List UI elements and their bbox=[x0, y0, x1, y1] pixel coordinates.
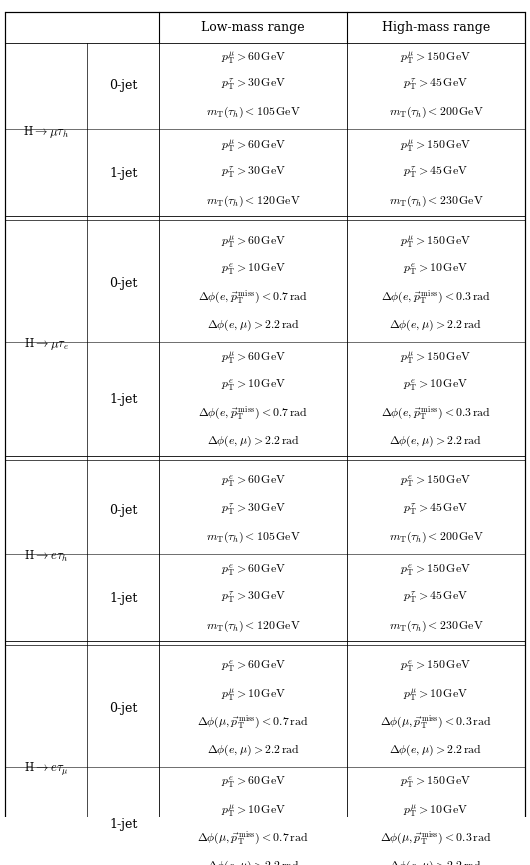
Text: $p_{\mathrm{T}}^{\tau} > 45\,\mathrm{GeV}$: $p_{\mathrm{T}}^{\tau} > 45\,\mathrm{GeV… bbox=[403, 502, 469, 518]
Text: $m_{\mathrm{T}}(\tau_h) < 120\,\mathrm{GeV}$: $m_{\mathrm{T}}(\tau_h) < 120\,\mathrm{G… bbox=[206, 194, 301, 208]
Text: High-mass range: High-mass range bbox=[382, 22, 490, 35]
Text: $p_{\mathrm{T}}^{\tau} > 30\,\mathrm{GeV}$: $p_{\mathrm{T}}^{\tau} > 30\,\mathrm{GeV… bbox=[220, 502, 286, 518]
Text: 1-jet: 1-jet bbox=[109, 167, 137, 180]
Text: $p_{\mathrm{T}}^{e} > 150\,\mathrm{GeV}$: $p_{\mathrm{T}}^{e} > 150\,\mathrm{GeV}$ bbox=[401, 474, 471, 490]
Text: $p_{\mathrm{T}}^{\mu} > 10\,\mathrm{GeV}$: $p_{\mathrm{T}}^{\mu} > 10\,\mathrm{GeV}… bbox=[403, 687, 469, 703]
Text: $\Delta\phi(e, \mu) > 2.2\,\mathrm{rad}$: $\Delta\phi(e, \mu) > 2.2\,\mathrm{rad}$ bbox=[207, 859, 299, 865]
Text: $m_{\mathrm{T}}(\tau_h) < 230\,\mathrm{GeV}$: $m_{\mathrm{T}}(\tau_h) < 230\,\mathrm{G… bbox=[388, 618, 483, 634]
Text: $\Delta\phi(\mu, \vec{p}_{\mathrm{T}}^{\,\mathrm{miss}}) < 0.3\,\mathrm{rad}$: $\Delta\phi(\mu, \vec{p}_{\mathrm{T}}^{\… bbox=[380, 830, 492, 847]
Text: 1-jet: 1-jet bbox=[109, 818, 137, 831]
Text: $\Delta\phi(e, \vec{p}_{\mathrm{T}}^{\,\mathrm{miss}}) < 0.3\,\mathrm{rad}$: $\Delta\phi(e, \vec{p}_{\mathrm{T}}^{\,\… bbox=[381, 405, 491, 422]
Text: $p_{\mathrm{T}}^{\mu} > 60\,\mathrm{GeV}$: $p_{\mathrm{T}}^{\mu} > 60\,\mathrm{GeV}… bbox=[220, 234, 286, 250]
Text: $m_{\mathrm{T}}(\tau_h) < 200\,\mathrm{GeV}$: $m_{\mathrm{T}}(\tau_h) < 200\,\mathrm{G… bbox=[388, 106, 483, 120]
Text: $p_{\mathrm{T}}^{\mu} > 60\,\mathrm{GeV}$: $p_{\mathrm{T}}^{\mu} > 60\,\mathrm{GeV}… bbox=[220, 49, 286, 66]
Text: 0-jet: 0-jet bbox=[109, 79, 137, 92]
Text: $p_{\mathrm{T}}^{\tau} > 45\,\mathrm{GeV}$: $p_{\mathrm{T}}^{\tau} > 45\,\mathrm{GeV… bbox=[403, 590, 469, 606]
Text: $m_{\mathrm{T}}(\tau_h) < 230\,\mathrm{GeV}$: $m_{\mathrm{T}}(\tau_h) < 230\,\mathrm{G… bbox=[388, 194, 483, 208]
Text: $p_{\mathrm{T}}^{\mu} > 60\,\mathrm{GeV}$: $p_{\mathrm{T}}^{\mu} > 60\,\mathrm{GeV}… bbox=[220, 138, 286, 154]
Text: 0-jet: 0-jet bbox=[109, 277, 137, 290]
Text: $p_{\mathrm{T}}^{e} > 10\,\mathrm{GeV}$: $p_{\mathrm{T}}^{e} > 10\,\mathrm{GeV}$ bbox=[220, 262, 286, 278]
Text: $p_{\mathrm{T}}^{\mu} > 60\,\mathrm{GeV}$: $p_{\mathrm{T}}^{\mu} > 60\,\mathrm{GeV}… bbox=[220, 349, 286, 367]
Text: 0-jet: 0-jet bbox=[109, 702, 137, 715]
Text: $\Delta\phi(e, \vec{p}_{\mathrm{T}}^{\,\mathrm{miss}}) < 0.7\,\mathrm{rad}$: $\Delta\phi(e, \vec{p}_{\mathrm{T}}^{\,\… bbox=[198, 289, 308, 306]
Text: $\Delta\phi(e, \mu) > 2.2\,\mathrm{rad}$: $\Delta\phi(e, \mu) > 2.2\,\mathrm{rad}$ bbox=[207, 743, 299, 758]
Text: $m_{\mathrm{T}}(\tau_h) < 105\,\mathrm{GeV}$: $m_{\mathrm{T}}(\tau_h) < 105\,\mathrm{G… bbox=[206, 106, 301, 120]
Text: $\mathrm{H} \to e\tau_h$: $\mathrm{H} \to e\tau_h$ bbox=[24, 549, 68, 564]
Text: $p_{\mathrm{T}}^{e} > 10\,\mathrm{GeV}$: $p_{\mathrm{T}}^{e} > 10\,\mathrm{GeV}$ bbox=[403, 262, 469, 278]
Text: $p_{\mathrm{T}}^{e} > 60\,\mathrm{GeV}$: $p_{\mathrm{T}}^{e} > 60\,\mathrm{GeV}$ bbox=[220, 775, 286, 791]
Text: $p_{\mathrm{T}}^{e} > 150\,\mathrm{GeV}$: $p_{\mathrm{T}}^{e} > 150\,\mathrm{GeV}$ bbox=[401, 659, 471, 675]
Text: $p_{\mathrm{T}}^{e} > 60\,\mathrm{GeV}$: $p_{\mathrm{T}}^{e} > 60\,\mathrm{GeV}$ bbox=[220, 562, 286, 579]
Text: 1-jet: 1-jet bbox=[109, 592, 137, 605]
Text: Low-mass range: Low-mass range bbox=[201, 22, 305, 35]
Text: $m_{\mathrm{T}}(\tau_h) < 105\,\mathrm{GeV}$: $m_{\mathrm{T}}(\tau_h) < 105\,\mathrm{G… bbox=[206, 530, 301, 546]
Text: $m_{\mathrm{T}}(\tau_h) < 120\,\mathrm{GeV}$: $m_{\mathrm{T}}(\tau_h) < 120\,\mathrm{G… bbox=[206, 618, 301, 634]
Text: $p_{\mathrm{T}}^{\tau} > 30\,\mathrm{GeV}$: $p_{\mathrm{T}}^{\tau} > 30\,\mathrm{GeV… bbox=[220, 165, 286, 182]
Text: $p_{\mathrm{T}}^{e} > 10\,\mathrm{GeV}$: $p_{\mathrm{T}}^{e} > 10\,\mathrm{GeV}$ bbox=[403, 378, 469, 394]
Text: $\Delta\phi(\mu, \vec{p}_{\mathrm{T}}^{\,\mathrm{miss}}) < 0.7\,\mathrm{rad}$: $\Delta\phi(\mu, \vec{p}_{\mathrm{T}}^{\… bbox=[197, 830, 309, 847]
Text: $p_{\mathrm{T}}^{\mu} > 150\,\mathrm{GeV}$: $p_{\mathrm{T}}^{\mu} > 150\,\mathrm{GeV… bbox=[401, 349, 471, 367]
Text: $\Delta\phi(e, \mu) > 2.2\,\mathrm{rad}$: $\Delta\phi(e, \mu) > 2.2\,\mathrm{rad}$ bbox=[390, 743, 482, 758]
Text: $p_{\mathrm{T}}^{e} > 60\,\mathrm{GeV}$: $p_{\mathrm{T}}^{e} > 60\,\mathrm{GeV}$ bbox=[220, 659, 286, 675]
Text: $p_{\mathrm{T}}^{\mu} > 10\,\mathrm{GeV}$: $p_{\mathrm{T}}^{\mu} > 10\,\mathrm{GeV}… bbox=[220, 687, 286, 703]
Text: $\Delta\phi(e, \mu) > 2.2\,\mathrm{rad}$: $\Delta\phi(e, \mu) > 2.2\,\mathrm{rad}$ bbox=[207, 317, 299, 333]
Text: $\Delta\phi(e, \vec{p}_{\mathrm{T}}^{\,\mathrm{miss}}) < 0.3\,\mathrm{rad}$: $\Delta\phi(e, \vec{p}_{\mathrm{T}}^{\,\… bbox=[381, 289, 491, 306]
Text: $p_{\mathrm{T}}^{e} > 60\,\mathrm{GeV}$: $p_{\mathrm{T}}^{e} > 60\,\mathrm{GeV}$ bbox=[220, 474, 286, 490]
Text: $p_{\mathrm{T}}^{\tau} > 45\,\mathrm{GeV}$: $p_{\mathrm{T}}^{\tau} > 45\,\mathrm{GeV… bbox=[403, 77, 469, 93]
Text: $p_{\mathrm{T}}^{\mu} > 150\,\mathrm{GeV}$: $p_{\mathrm{T}}^{\mu} > 150\,\mathrm{GeV… bbox=[401, 49, 471, 66]
Text: $\Delta\phi(\mu, \vec{p}_{\mathrm{T}}^{\,\mathrm{miss}}) < 0.3\,\mathrm{rad}$: $\Delta\phi(\mu, \vec{p}_{\mathrm{T}}^{\… bbox=[380, 714, 492, 731]
Text: $\Delta\phi(e, \vec{p}_{\mathrm{T}}^{\,\mathrm{miss}}) < 0.7\,\mathrm{rad}$: $\Delta\phi(e, \vec{p}_{\mathrm{T}}^{\,\… bbox=[198, 405, 308, 422]
Text: $\mathrm{H} \to \mu\tau_e$: $\mathrm{H} \to \mu\tau_e$ bbox=[24, 336, 69, 352]
Text: $p_{\mathrm{T}}^{\tau} > 30\,\mathrm{GeV}$: $p_{\mathrm{T}}^{\tau} > 30\,\mathrm{GeV… bbox=[220, 77, 286, 93]
Text: $p_{\mathrm{T}}^{\mu} > 150\,\mathrm{GeV}$: $p_{\mathrm{T}}^{\mu} > 150\,\mathrm{GeV… bbox=[401, 234, 471, 250]
Text: $p_{\mathrm{T}}^{e} > 150\,\mathrm{GeV}$: $p_{\mathrm{T}}^{e} > 150\,\mathrm{GeV}$ bbox=[401, 562, 471, 579]
Text: $p_{\mathrm{T}}^{e} > 150\,\mathrm{GeV}$: $p_{\mathrm{T}}^{e} > 150\,\mathrm{GeV}$ bbox=[401, 775, 471, 791]
Text: $p_{\mathrm{T}}^{\mu} > 10\,\mathrm{GeV}$: $p_{\mathrm{T}}^{\mu} > 10\,\mathrm{GeV}… bbox=[403, 803, 469, 819]
Text: $\mathrm{H} \to e\tau_{\mu}$: $\mathrm{H} \to e\tau_{\mu}$ bbox=[24, 760, 69, 778]
Text: $p_{\mathrm{T}}^{\mu} > 10\,\mathrm{GeV}$: $p_{\mathrm{T}}^{\mu} > 10\,\mathrm{GeV}… bbox=[220, 803, 286, 819]
Text: $\Delta\phi(\mu, \vec{p}_{\mathrm{T}}^{\,\mathrm{miss}}) < 0.7\,\mathrm{rad}$: $\Delta\phi(\mu, \vec{p}_{\mathrm{T}}^{\… bbox=[197, 714, 309, 731]
Text: $\Delta\phi(e, \mu) > 2.2\,\mathrm{rad}$: $\Delta\phi(e, \mu) > 2.2\,\mathrm{rad}$ bbox=[390, 433, 482, 449]
Text: $p_{\mathrm{T}}^{\tau} > 30\,\mathrm{GeV}$: $p_{\mathrm{T}}^{\tau} > 30\,\mathrm{GeV… bbox=[220, 590, 286, 606]
Text: 1-jet: 1-jet bbox=[109, 394, 137, 407]
Text: $p_{\mathrm{T}}^{e} > 10\,\mathrm{GeV}$: $p_{\mathrm{T}}^{e} > 10\,\mathrm{GeV}$ bbox=[220, 378, 286, 394]
Text: $p_{\mathrm{T}}^{\tau} > 45\,\mathrm{GeV}$: $p_{\mathrm{T}}^{\tau} > 45\,\mathrm{GeV… bbox=[403, 165, 469, 182]
Text: $m_{\mathrm{T}}(\tau_h) < 200\,\mathrm{GeV}$: $m_{\mathrm{T}}(\tau_h) < 200\,\mathrm{G… bbox=[388, 530, 483, 546]
Text: $\Delta\phi(e, \mu) > 2.2\,\mathrm{rad}$: $\Delta\phi(e, \mu) > 2.2\,\mathrm{rad}$ bbox=[390, 317, 482, 333]
Text: $\Delta\phi(e, \mu) > 2.2\,\mathrm{rad}$: $\Delta\phi(e, \mu) > 2.2\,\mathrm{rad}$ bbox=[390, 859, 482, 865]
Text: $\mathrm{H} \to \mu\tau_h$: $\mathrm{H} \to \mu\tau_h$ bbox=[23, 124, 69, 139]
Text: 0-jet: 0-jet bbox=[109, 503, 137, 516]
Text: $\Delta\phi(e, \mu) > 2.2\,\mathrm{rad}$: $\Delta\phi(e, \mu) > 2.2\,\mathrm{rad}$ bbox=[207, 433, 299, 449]
Text: $p_{\mathrm{T}}^{\mu} > 150\,\mathrm{GeV}$: $p_{\mathrm{T}}^{\mu} > 150\,\mathrm{GeV… bbox=[401, 138, 471, 154]
